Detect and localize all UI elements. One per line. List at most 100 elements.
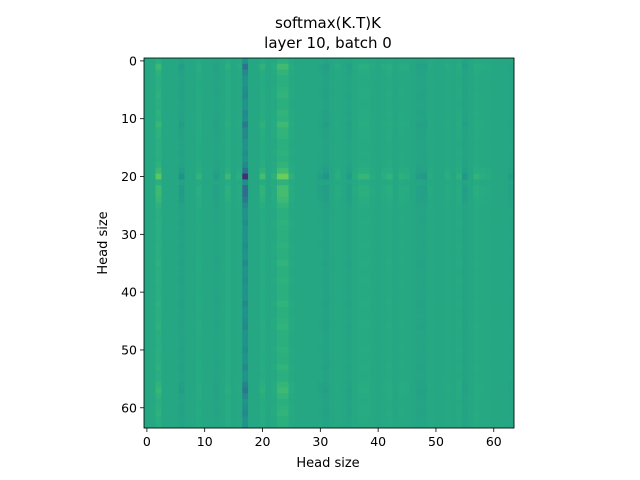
heatmap-cell <box>294 318 301 325</box>
heatmap-cell <box>323 214 330 221</box>
heatmap-cell <box>427 92 434 99</box>
heatmap-cell <box>502 190 509 198</box>
heatmap-cell <box>155 306 162 313</box>
heatmap-cell <box>398 277 405 284</box>
heatmap-cell <box>178 306 185 313</box>
heatmap-cell <box>392 121 399 128</box>
heatmap-cell <box>456 358 463 365</box>
heatmap-cell <box>461 75 469 82</box>
heatmap-cell <box>479 393 486 400</box>
heatmap-cell <box>172 196 180 203</box>
heatmap-cell <box>375 254 382 261</box>
heatmap-cell <box>490 387 498 394</box>
heatmap-cell <box>172 352 180 360</box>
heatmap-cell <box>167 393 174 400</box>
heatmap-cell <box>444 416 451 423</box>
heatmap-cell <box>155 295 162 302</box>
heatmap-cell <box>456 341 463 348</box>
heatmap-cell <box>288 190 295 198</box>
heatmap-cell <box>450 225 457 232</box>
heatmap-cell <box>352 133 359 140</box>
heatmap-cell <box>461 173 469 180</box>
heatmap-cell <box>236 422 243 429</box>
heatmap-cell <box>282 370 289 377</box>
heatmap-cell <box>172 214 180 221</box>
heatmap-cell <box>352 335 359 342</box>
heatmap-cell <box>311 312 318 319</box>
heatmap-cell <box>161 225 168 232</box>
heatmap-cell <box>323 260 330 267</box>
heatmap-cell <box>282 202 289 209</box>
heatmap-cell <box>427 173 434 180</box>
heatmap-cell <box>201 260 208 267</box>
heatmap-cell <box>305 231 313 238</box>
heatmap-cell <box>311 375 318 383</box>
heatmap-cell <box>207 179 214 186</box>
heatmap-cell <box>357 185 365 192</box>
heatmap-cell <box>276 110 284 117</box>
heatmap-cell <box>236 381 243 388</box>
heatmap-cell <box>415 393 422 400</box>
heatmap-cell <box>363 179 370 186</box>
heatmap-cell <box>450 260 457 267</box>
heatmap-cell <box>490 58 498 65</box>
heatmap-cell <box>172 266 180 273</box>
heatmap-cell <box>219 156 226 163</box>
heatmap-cell <box>178 335 185 342</box>
heatmap-cell <box>242 358 249 365</box>
heatmap-cell <box>259 115 266 122</box>
heatmap-cell <box>282 283 289 290</box>
heatmap-cell <box>259 167 266 175</box>
heatmap-cell <box>398 190 405 198</box>
heatmap-cell <box>196 133 203 140</box>
heatmap-cell <box>473 347 480 354</box>
heatmap-cell <box>253 138 261 146</box>
heatmap-cell <box>415 375 422 383</box>
heatmap-cell <box>190 416 197 423</box>
heatmap-cell <box>253 375 261 383</box>
heatmap-cell <box>311 121 318 128</box>
heatmap-cell <box>311 75 318 82</box>
heatmap-cell <box>300 271 307 279</box>
heatmap-cell <box>392 86 399 94</box>
heatmap-cell <box>369 312 376 319</box>
heatmap-cell <box>184 277 191 284</box>
heatmap-cell <box>317 243 324 250</box>
heatmap-cell <box>375 370 382 377</box>
heatmap-cell <box>490 185 498 192</box>
heatmap-cell <box>334 92 341 99</box>
heatmap-cell <box>265 214 272 221</box>
heatmap-cell <box>496 219 503 227</box>
heatmap-cell <box>253 381 261 388</box>
heatmap-cell <box>305 144 313 151</box>
heatmap-cell <box>236 347 243 354</box>
heatmap-cell <box>404 254 411 261</box>
heatmap-cell <box>213 104 220 111</box>
heatmap-cell <box>144 312 151 319</box>
heatmap-cell <box>201 173 208 180</box>
heatmap-cell <box>467 115 474 122</box>
heatmap-cell <box>392 277 399 284</box>
heatmap-cell <box>213 202 220 209</box>
heatmap-cell <box>409 115 417 122</box>
heatmap-cell <box>485 312 492 319</box>
heatmap-cell <box>196 219 203 227</box>
heatmap-cell <box>161 214 168 221</box>
heatmap-cell <box>490 190 498 198</box>
heatmap-cell <box>444 127 451 134</box>
heatmap-cell <box>461 352 469 360</box>
heatmap-cell <box>334 416 341 423</box>
heatmap-cell <box>248 98 255 105</box>
heatmap-cell <box>496 329 503 336</box>
heatmap-cell <box>427 231 434 238</box>
heatmap-cell <box>398 98 405 105</box>
heatmap-cell <box>288 335 295 342</box>
heatmap-cell <box>265 69 272 76</box>
heatmap-cell <box>149 289 156 296</box>
heatmap-cell <box>381 138 388 146</box>
heatmap-cell <box>196 300 203 307</box>
heatmap-cell <box>346 173 353 180</box>
heatmap-cell <box>196 127 203 134</box>
heatmap-cell <box>155 75 162 82</box>
heatmap-cell <box>190 115 197 122</box>
